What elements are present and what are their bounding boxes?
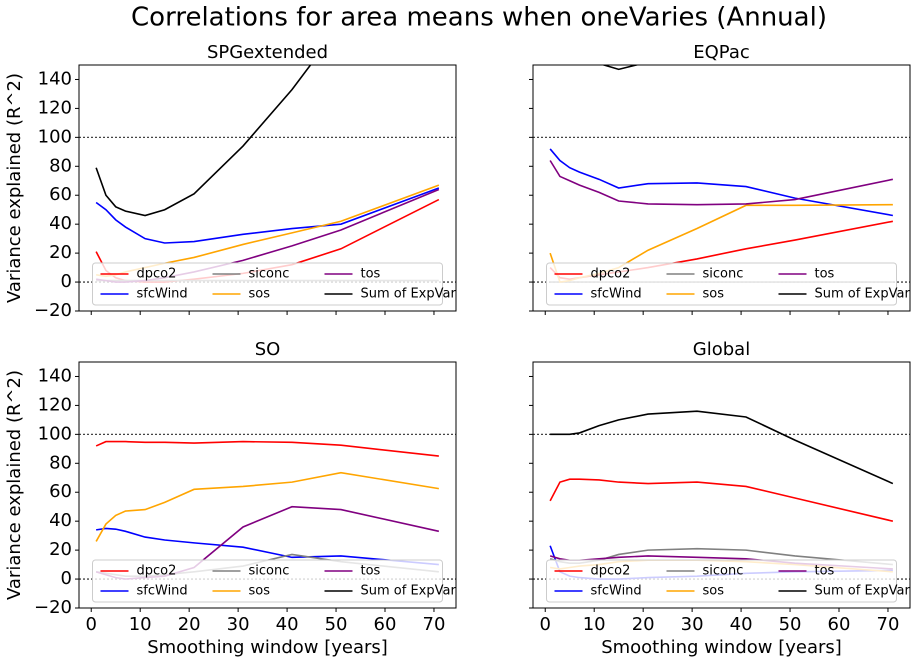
legend-box [92, 262, 443, 306]
y-tick-label: 20 [49, 242, 72, 263]
legend-label: siconc [249, 267, 290, 282]
x-tick-label: 40 [730, 614, 753, 635]
series-line [95, 187, 440, 244]
x-tick-label: 40 [276, 614, 299, 635]
legend-label: sos [703, 287, 725, 302]
legend-label: sfcWind [591, 584, 642, 599]
x-tick-label: 50 [779, 614, 802, 635]
series-line [549, 160, 894, 206]
x-tick-label: 60 [374, 614, 397, 635]
y-tick-label: 140 [38, 365, 72, 386]
legend-label: siconc [703, 267, 744, 282]
y-tick-label: −20 [34, 300, 72, 321]
legend-label: sfcWind [137, 287, 188, 302]
x-tick-label: 70 [877, 614, 900, 635]
legend-label: Sum of ExpVar [361, 584, 457, 599]
x-tick-label: 30 [227, 614, 250, 635]
axes-frame [78, 361, 457, 609]
y-tick-label: 80 [49, 452, 72, 473]
legend-label: dpco2 [137, 267, 177, 282]
y-axis-label: Variance explained (R^2) [4, 370, 25, 600]
legend-label: sos [249, 287, 271, 302]
legend-box [546, 262, 897, 306]
x-tick-label: 0 [86, 614, 97, 635]
series-line [549, 148, 893, 217]
legend-label: Sum of ExpVar [361, 287, 457, 302]
legend-label: siconc [249, 564, 290, 579]
x-axis-label: Smoothing window [years] [147, 637, 388, 658]
series-line [550, 410, 894, 485]
legend-label: sfcWind [137, 584, 188, 599]
x-tick-label: 10 [583, 614, 606, 635]
x-tick-label: 20 [178, 614, 201, 635]
x-tick-label: 30 [681, 614, 704, 635]
x-tick-label: 60 [828, 614, 851, 635]
y-tick-label: 120 [38, 394, 72, 415]
legend-label: tos [361, 267, 381, 282]
axes-frame [532, 361, 911, 609]
series-line [95, 65, 312, 217]
legend-label: Sum of ExpVar [815, 584, 911, 599]
x-tick-label: 0 [540, 614, 551, 635]
subplot-title: SPGextended [207, 42, 328, 63]
legend-label: dpco2 [591, 564, 631, 579]
subplot-title: EQPac [693, 42, 750, 63]
y-tick-label: 20 [49, 539, 72, 560]
legend-label: Sum of ExpVar [815, 287, 911, 302]
subplot: Global 0 10 20 30 40 50 60 70 Smoothing window [y… [529, 339, 911, 658]
x-tick-label: 70 [423, 614, 446, 635]
legend-box [546, 559, 897, 603]
legend-label: sos [249, 584, 271, 599]
y-tick-label: 40 [49, 510, 72, 531]
subplot: SO −20 0 20 40 60 80 100 120 140 0 10 20 30 40 50 60 70 Va… [4, 339, 457, 658]
y-tick-label: 0 [61, 568, 72, 589]
x-tick-label: 20 [632, 614, 655, 635]
series-line [95, 440, 439, 457]
x-axis-label: Smoothing window [years] [601, 637, 842, 658]
series-line [95, 471, 439, 542]
series-line [549, 478, 894, 522]
legend-label: tos [815, 267, 835, 282]
y-tick-label: −20 [34, 597, 72, 618]
y-tick-label: 120 [38, 97, 72, 118]
y-tick-label: 60 [49, 481, 72, 502]
y-tick-label: 40 [49, 213, 72, 234]
legend-label: tos [815, 564, 835, 579]
y-tick-label: 100 [38, 126, 72, 147]
legend-label: sfcWind [591, 287, 642, 302]
y-tick-label: 0 [61, 271, 72, 292]
figure-title: Correlations for area means when oneVari… [131, 3, 827, 33]
subplot-title: SO [255, 339, 281, 360]
y-tick-label: 100 [38, 423, 72, 444]
legend-label: sos [703, 584, 725, 599]
series-line [601, 65, 640, 71]
y-tick-label: 80 [49, 155, 72, 176]
legend-label: dpco2 [591, 267, 631, 282]
legend-label: dpco2 [137, 564, 177, 579]
axes-frame [78, 64, 457, 312]
subplot-title: Global [693, 339, 750, 360]
legend-label: siconc [703, 564, 744, 579]
x-tick-label: 10 [129, 614, 152, 635]
x-tick-label: 50 [325, 614, 348, 635]
legend-label: tos [361, 564, 381, 579]
legend-box [92, 559, 443, 603]
y-tick-label: 140 [38, 68, 72, 89]
series-line [96, 527, 439, 566]
subplot: SPGextended −20 0 20 40 60 80 100 120 140 Variance… [4, 42, 457, 321]
axes-frame [532, 64, 911, 312]
subplot: EQPac dpco2 sfcWind siconc sos tos Sum of ExpV… [529, 42, 911, 315]
y-tick-label: 60 [49, 184, 72, 205]
y-axis-label: Variance explained (R^2) [4, 73, 25, 303]
